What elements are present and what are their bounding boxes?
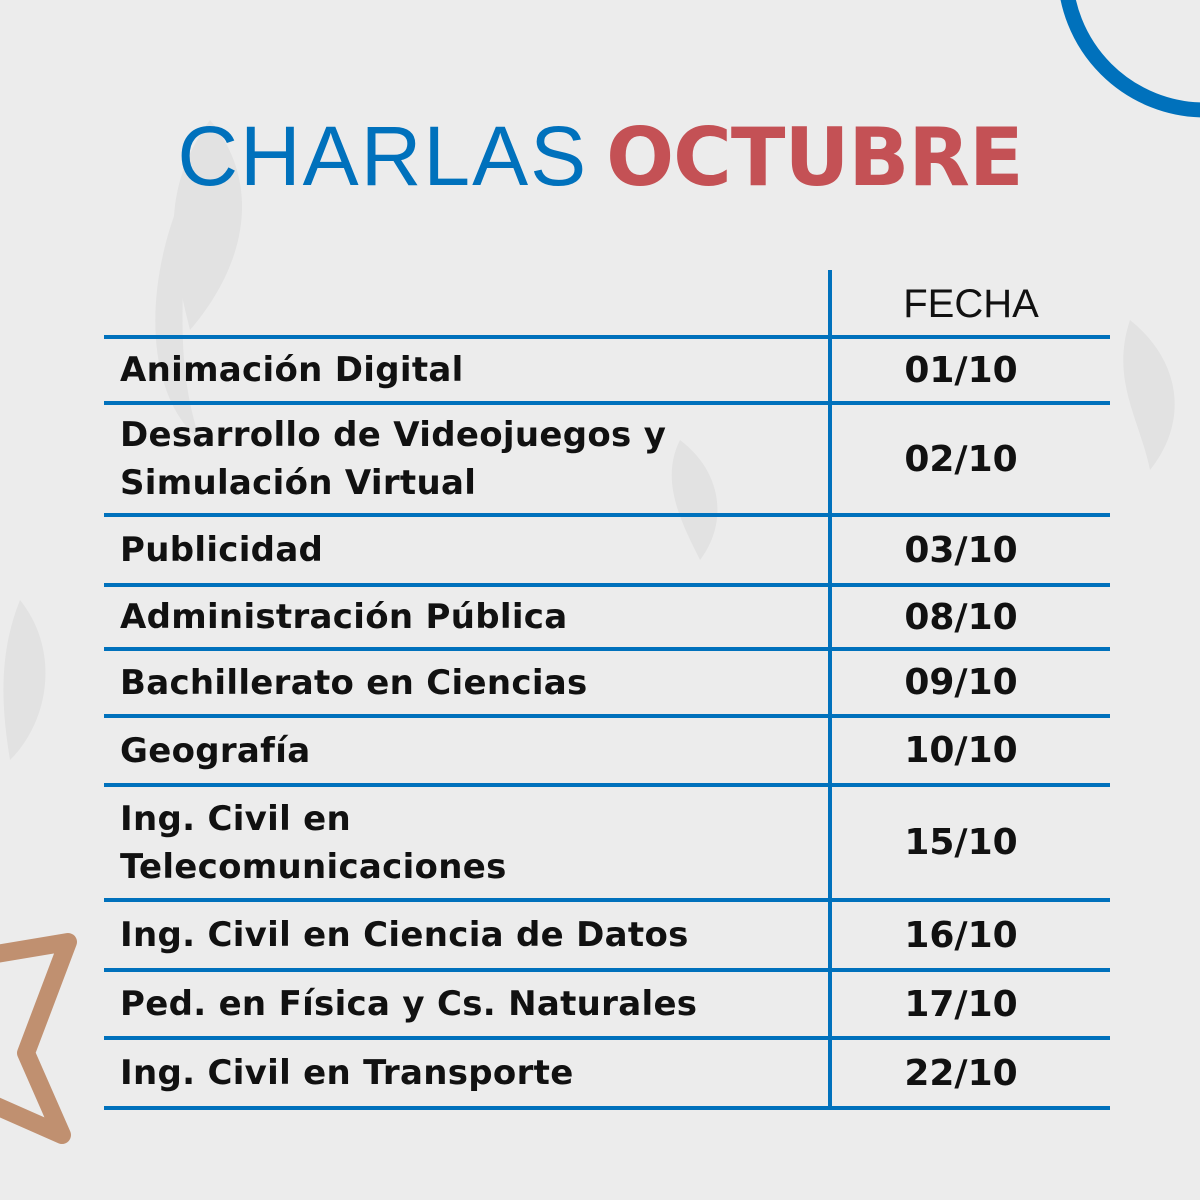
table-row: Desarrollo de Videojuegos y Simulación V… <box>104 405 1110 517</box>
talk-name: Publicidad <box>120 530 324 570</box>
background-pattern <box>3 120 1175 760</box>
table-row: Ing. Civil en Ciencia de Datos 16/10 <box>104 902 1110 972</box>
talk-name: Administración Pública <box>120 597 568 637</box>
talk-name: Bachillerato en Ciencias <box>120 662 588 703</box>
talk-date: 15/10 <box>904 822 1018 863</box>
table-row: Ing. Civil en Transporte 22/10 <box>104 1040 1110 1110</box>
title-charlas: CHARLAS <box>177 109 589 203</box>
blue-arc <box>1060 0 1200 118</box>
talk-name: Animación Digital <box>120 350 464 390</box>
table-row: Ped. en Física y Cs. Naturales 17/10 <box>104 972 1110 1040</box>
talk-name: Ing. Civil en Telecomunicaciones <box>120 798 507 887</box>
talk-date: 10/10 <box>904 730 1018 771</box>
schedule-table: FECHA Animación Digital 01/10 Desarrollo … <box>104 270 1110 1110</box>
header-fecha: FECHA <box>903 282 1039 326</box>
table-row: Publicidad 03/10 <box>104 517 1110 587</box>
talk-name: Desarrollo de Videojuegos y Simulación V… <box>120 415 667 503</box>
talk-date: 16/10 <box>904 914 1018 956</box>
table-row: Ing. Civil en Telecomunicaciones 15/10 <box>104 787 1110 902</box>
talk-date: 09/10 <box>904 662 1018 703</box>
talk-date: 03/10 <box>904 529 1018 571</box>
talk-date: 01/10 <box>904 349 1018 391</box>
title-octubre: OCTUBRE <box>606 111 1023 204</box>
table-row: Animación Digital 01/10 <box>104 339 1110 405</box>
table-row: Administración Pública 08/10 <box>104 587 1110 651</box>
table-row: Geografía 10/10 <box>104 718 1110 787</box>
table-row: Bachillerato en Ciencias 09/10 <box>104 651 1110 718</box>
table-header: FECHA <box>104 270 1110 339</box>
talk-name: Ped. en Física y Cs. Naturales <box>120 984 698 1024</box>
talk-name: Geografía <box>120 730 311 771</box>
talk-date: 17/10 <box>904 983 1018 1025</box>
talk-name: Ing. Civil en Ciencia de Datos <box>120 915 689 955</box>
talk-date: 22/10 <box>904 1052 1018 1094</box>
talk-date: 02/10 <box>904 438 1018 480</box>
page-title: CHARLAS OCTUBRE <box>0 108 1200 205</box>
talk-name: Ing. Civil en Transporte <box>120 1053 574 1093</box>
talk-date: 08/10 <box>904 596 1018 638</box>
column-divider <box>828 270 832 1110</box>
star-outline-icon <box>0 933 77 1144</box>
